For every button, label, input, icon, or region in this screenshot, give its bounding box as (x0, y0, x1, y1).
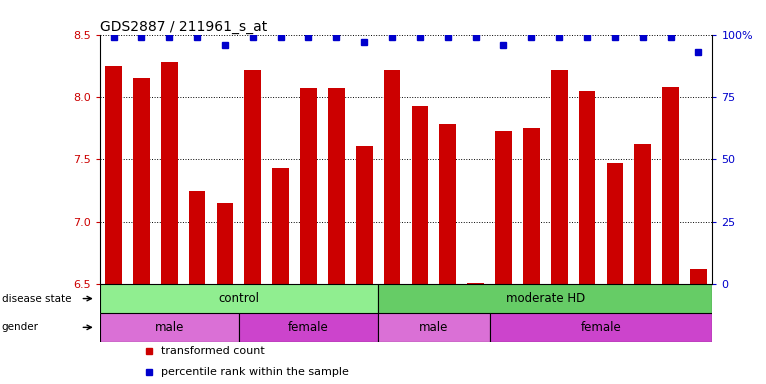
Text: female: female (288, 321, 329, 334)
Bar (578, 91, 595, 284)
Bar (607, 163, 624, 284)
Bar (551, 70, 568, 284)
Text: transformed count: transformed count (161, 346, 264, 356)
Bar (188, 190, 205, 284)
Bar (300, 88, 317, 284)
Text: GDS2887 / 211961_s_at: GDS2887 / 211961_s_at (100, 20, 267, 33)
Text: percentile rank within the sample: percentile rank within the sample (161, 367, 349, 377)
Bar (440, 124, 456, 284)
Text: disease state: disease state (2, 293, 71, 304)
Bar (133, 78, 149, 284)
Bar (217, 203, 234, 284)
Text: male: male (155, 321, 184, 334)
Bar (634, 144, 651, 284)
Bar (378, 284, 712, 313)
Text: control: control (218, 292, 260, 305)
Bar (100, 284, 378, 313)
Text: male: male (419, 321, 449, 334)
Bar (105, 66, 122, 284)
Bar (161, 62, 178, 284)
Bar (272, 168, 289, 284)
Bar (467, 283, 484, 284)
Bar (100, 313, 239, 342)
Bar (378, 313, 489, 342)
Bar (384, 70, 401, 284)
Bar (690, 269, 707, 284)
Text: female: female (581, 321, 621, 334)
Bar (356, 146, 372, 284)
Bar (495, 131, 512, 284)
Text: moderate HD: moderate HD (506, 292, 585, 305)
Text: gender: gender (2, 322, 38, 333)
Bar (663, 87, 679, 284)
Bar (328, 88, 345, 284)
Bar (411, 106, 428, 284)
Bar (239, 313, 378, 342)
Bar (489, 313, 712, 342)
Bar (523, 128, 540, 284)
Bar (244, 70, 261, 284)
